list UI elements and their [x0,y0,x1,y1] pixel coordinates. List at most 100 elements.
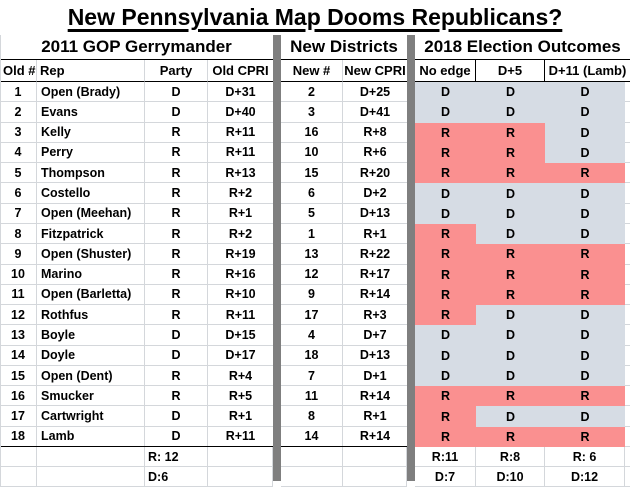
cell-party-row-3[interactable]: R [145,122,208,143]
cell-d5-row-13[interactable]: D [476,325,545,346]
cell-rep-row-16[interactable]: Smucker [37,386,145,407]
cell-rep-row-17[interactable]: Cartwright [37,406,145,427]
cell-old-cpri-row-15[interactable]: R+4 [208,366,273,387]
cell-new-cpri-row-18[interactable]: R+14 [343,427,407,447]
cell-old-num-row-6[interactable]: 6 [0,183,37,204]
cell-no-edge-row-18[interactable]: R [415,426,476,447]
cell-d5-row-2[interactable]: D [476,102,545,123]
cell-rep-row-13[interactable]: Boyle [37,325,145,346]
cell-d11-row-17[interactable]: D [545,406,625,427]
colhead-new-num[interactable]: New # [281,60,343,82]
cell-party-row-5[interactable]: R [145,163,208,184]
summary-empty-cell[interactable] [343,467,407,487]
cell-old-num-row-18[interactable]: 18 [0,426,37,447]
cell-new-num-row-7[interactable]: 5 [281,203,343,224]
cell-new-num-row-8[interactable]: 1 [281,223,343,245]
cell-party-row-16[interactable]: R [145,386,208,407]
cell-d11-row-6[interactable]: D [545,183,625,204]
cell-new-cpri-row-10[interactable]: R+17 [343,265,407,285]
summary-empty-cell[interactable] [343,447,407,467]
cell-d11-row-10[interactable]: R [545,264,625,285]
cell-party-row-15[interactable]: R [145,365,208,387]
cell-old-num-row-15[interactable]: 15 [0,365,37,387]
cell-no-edge-row-2[interactable]: D [415,102,476,123]
cell-old-cpri-row-5[interactable]: R+13 [208,163,273,184]
summary-empty-cell[interactable] [0,467,37,487]
summary-no-edge-d[interactable]: D:7 [415,467,476,487]
cell-new-num-row-6[interactable]: 6 [281,183,343,204]
cell-no-edge-row-12[interactable]: R [415,305,476,326]
cell-no-edge-row-17[interactable]: R [415,406,476,427]
cell-old-cpri-row-18[interactable]: R+11 [208,427,273,447]
cell-old-cpri-row-1[interactable]: D+31 [208,82,273,103]
cell-old-num-row-3[interactable]: 3 [0,122,37,143]
cell-old-num-row-2[interactable]: 2 [0,102,37,123]
cell-no-edge-row-1[interactable]: D [415,82,476,103]
colhead-old-cpri[interactable]: Old CPRI [208,60,273,82]
cell-d5-row-18[interactable]: R [476,426,545,447]
cell-old-cpri-row-7[interactable]: R+1 [208,204,273,224]
cell-party-row-6[interactable]: R [145,183,208,204]
cell-new-num-row-3[interactable]: 16 [281,122,343,143]
cell-d11-row-13[interactable]: D [545,325,625,346]
cell-new-cpri-row-2[interactable]: D+41 [343,102,407,123]
cell-new-cpri-row-13[interactable]: D+7 [343,325,407,346]
cell-party-row-14[interactable]: D [145,345,208,366]
cell-new-cpri-row-6[interactable]: D+2 [343,183,407,204]
cell-new-cpri-row-11[interactable]: R+14 [343,285,407,306]
cell-old-num-row-11[interactable]: 11 [0,284,37,306]
cell-new-cpri-row-3[interactable]: R+8 [343,123,407,143]
cell-no-edge-row-4[interactable]: R [415,142,476,164]
cell-old-cpri-row-10[interactable]: R+16 [208,265,273,285]
cell-old-num-row-5[interactable]: 5 [0,163,37,184]
cell-no-edge-row-15[interactable]: D [415,365,476,387]
cell-old-num-row-14[interactable]: 14 [0,345,37,366]
cell-no-edge-row-11[interactable]: R [415,284,476,306]
cell-d5-row-4[interactable]: R [476,142,545,164]
section-new-districts[interactable]: New Districts [281,35,407,60]
cell-rep-row-15[interactable]: Open (Dent) [37,365,145,387]
summary-empty-cell[interactable] [281,467,343,487]
summary-party-r[interactable]: R: 12 [145,447,208,467]
cell-no-edge-row-16[interactable]: R [415,386,476,407]
cell-d5-row-6[interactable]: D [476,183,545,204]
cell-d5-row-7[interactable]: D [476,203,545,224]
cell-d11-row-5[interactable]: R [545,163,625,184]
cell-d11-row-11[interactable]: R [545,284,625,306]
cell-rep-row-12[interactable]: Rothfus [37,305,145,326]
cell-new-cpri-row-14[interactable]: D+13 [343,346,407,366]
cell-old-cpri-row-17[interactable]: R+1 [208,406,273,427]
cell-new-num-row-9[interactable]: 13 [281,244,343,265]
summary-no-edge-r[interactable]: R:11 [415,447,476,467]
cell-new-num-row-1[interactable]: 2 [281,82,343,103]
cell-rep-row-8[interactable]: Fitzpatrick [37,223,145,245]
cell-old-num-row-8[interactable]: 8 [0,223,37,245]
cell-party-row-7[interactable]: R [145,203,208,224]
summary-d5-r[interactable]: R:8 [476,447,545,467]
cell-d11-row-1[interactable]: D [545,82,625,103]
cell-old-cpri-row-14[interactable]: D+17 [208,346,273,366]
cell-old-cpri-row-8[interactable]: R+2 [208,224,273,245]
cell-d11-row-2[interactable]: D [545,102,625,123]
cell-no-edge-row-13[interactable]: D [415,325,476,346]
cell-old-cpri-row-4[interactable]: R+11 [208,143,273,164]
cell-d5-row-15[interactable]: D [476,365,545,387]
section-2018-outcomes[interactable]: 2018 Election Outcomes [415,35,630,60]
cell-rep-row-3[interactable]: Kelly [37,122,145,143]
cell-d11-row-9[interactable]: R [545,244,625,265]
cell-old-cpri-row-3[interactable]: R+11 [208,123,273,143]
cell-old-num-row-4[interactable]: 4 [0,142,37,164]
cell-d11-row-14[interactable]: D [545,345,625,366]
cell-new-cpri-row-9[interactable]: R+22 [343,244,407,265]
cell-new-num-row-16[interactable]: 11 [281,386,343,407]
summary-empty-cell[interactable] [37,467,145,487]
cell-old-num-row-16[interactable]: 16 [0,386,37,407]
cell-party-row-2[interactable]: D [145,102,208,123]
cell-party-row-11[interactable]: R [145,284,208,306]
cell-d11-row-16[interactable]: R [545,386,625,407]
cell-new-num-row-5[interactable]: 15 [281,163,343,184]
cell-d11-row-7[interactable]: D [545,203,625,224]
cell-new-cpri-row-1[interactable]: D+25 [343,82,407,103]
cell-old-num-row-9[interactable]: 9 [0,244,37,265]
summary-empty-cell[interactable] [281,447,343,467]
